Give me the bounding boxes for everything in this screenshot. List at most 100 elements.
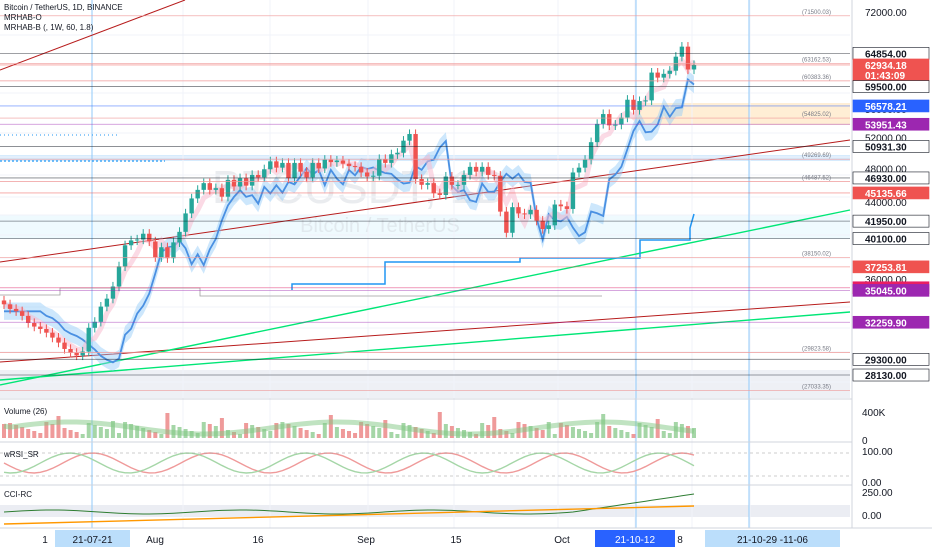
indicator-mrhab-o-label[interactable]: MRHAB-O — [4, 13, 42, 22]
price-label-bg-7 — [852, 186, 930, 200]
volume-bar-106 — [643, 425, 648, 438]
volume-bar-81 — [492, 417, 497, 438]
volume-scale-max: 400K — [862, 408, 886, 419]
symbol-title[interactable]: Bitcoin / TetherUS, 1D, BINANCE — [4, 3, 123, 12]
price-label-bg-2 — [852, 80, 930, 93]
candle-body-53 — [322, 159, 327, 169]
level-annotation-8: (27033.35) — [802, 384, 831, 390]
candle-body-0 — [1, 300, 7, 305]
time-highlight-0: 21-07-21 — [72, 535, 112, 546]
price-tick-0: 72000.00 — [865, 8, 907, 19]
price-label-13: 32259.90 — [865, 318, 907, 329]
cci-zone — [0, 505, 850, 517]
volume-bar-96 — [583, 431, 588, 438]
candle-body-22 — [134, 239, 140, 241]
candle-body-77 — [467, 166, 473, 175]
candle-body-47 — [286, 162, 291, 179]
candle-body-82 — [498, 175, 503, 212]
volume-pane-title[interactable]: Volume (26) — [4, 407, 48, 416]
candle-body-39 — [237, 178, 243, 187]
volume-bar-63 — [383, 420, 388, 438]
price-candles — [1, 42, 697, 361]
volume-bar-12 — [74, 432, 79, 438]
price-label-9: 40100.00 — [865, 235, 907, 246]
candle-body-19 — [116, 266, 122, 287]
candle-body-91 — [552, 204, 557, 226]
volume-bar-67 — [407, 425, 412, 438]
volume-bar-55 — [334, 427, 339, 438]
volume-bar-27 — [165, 413, 170, 438]
volume-bar-101 — [613, 428, 618, 438]
candle-body-89 — [540, 220, 545, 230]
candle-body-13 — [80, 351, 85, 356]
candle-body-48 — [292, 162, 297, 179]
candle-body-38 — [231, 179, 237, 187]
price-label-countdown: 01:43:09 — [865, 71, 905, 82]
candle-body-23 — [141, 233, 146, 240]
indicator-mrhab-b-label[interactable]: MRHAB-B (, 1W, 60, 1.8) — [4, 23, 94, 32]
volume-bar-19 — [117, 433, 121, 438]
candle-body-114 — [691, 64, 697, 70]
watermark-name: Bitcoin / TetherUS — [300, 215, 460, 237]
time-axis: 1 Aug 16 Sep 15 Oct 8 21-07-21 21-10-12 21-10-29 … — [0, 527, 932, 550]
volume-bar-9 — [56, 416, 61, 438]
candle-body-106 — [643, 100, 648, 102]
cci-line — [3, 493, 695, 515]
volume-bar-18 — [110, 421, 115, 438]
price-label-1: 62934.18 — [865, 61, 907, 72]
time-tick-1: Aug — [146, 535, 164, 546]
candle-body-113 — [685, 46, 691, 70]
candle-body-84 — [510, 207, 515, 233]
candle-body-90 — [546, 225, 551, 230]
price-label-bg-5 — [852, 140, 930, 153]
cci-scale-zero: 0.00 — [862, 511, 882, 522]
level-annotation-0: (71500.03) — [802, 10, 831, 16]
time-highlight-bg-0 — [55, 530, 130, 547]
candle-body-3 — [19, 311, 25, 316]
candle-body-74 — [449, 176, 455, 185]
time-tick-6: 8 — [677, 535, 683, 546]
candle-body-85 — [516, 207, 521, 214]
candle-body-26 — [159, 247, 164, 258]
price-label-bg-4 — [852, 117, 930, 131]
volume-bar-16 — [98, 427, 103, 438]
volume-bar-44 — [268, 431, 273, 438]
volume-bar-6 — [38, 433, 43, 438]
price-label-14: 29300.00 — [865, 355, 907, 366]
volume-bar-89 — [540, 430, 545, 438]
level-annotation-6: (38150.02) — [802, 252, 831, 258]
price-label-bg-6 — [852, 171, 930, 185]
price-label-bg-13 — [852, 315, 930, 329]
candle-body-32 — [195, 189, 200, 199]
volume-bar-23 — [141, 428, 146, 438]
volume-bar-102 — [619, 430, 624, 438]
candle-body-83 — [504, 211, 509, 233]
candle-body-112 — [679, 46, 685, 57]
candle-body-105 — [637, 101, 642, 110]
time-tick-3: Sep — [357, 535, 375, 546]
candle-body-60 — [364, 172, 370, 177]
volume-bar-97 — [589, 433, 594, 438]
wrsi-pane-title[interactable]: wRSI_SR — [4, 450, 39, 459]
candle-body-31 — [189, 198, 194, 214]
cci-pane-title[interactable]: CCI-RC — [4, 490, 32, 499]
volume-bar-69 — [419, 429, 424, 438]
price-axis: 72000.0064000.0056000.0052000.0048000.00… — [851, 0, 932, 528]
candle-body-44 — [268, 161, 273, 170]
price-tick-7: 36000.00 — [865, 275, 907, 286]
candle-body-61 — [371, 175, 376, 177]
price-label-4: 53951.43 — [865, 120, 907, 131]
volume-bar-21 — [129, 424, 134, 438]
time-highlight-bg-2 — [705, 530, 840, 547]
candle-body-65 — [395, 152, 400, 155]
volume-bar-88 — [534, 428, 539, 438]
volume-bar-20 — [123, 422, 128, 438]
volume-bar-87 — [528, 426, 533, 438]
volume-bar-34 — [207, 424, 212, 438]
trendline-green-flat — [0, 311, 851, 381]
candle-body-110 — [667, 70, 672, 74]
wrsi-scale-max: 100.00 — [862, 447, 893, 458]
price-label-12: 35045.00 — [865, 286, 907, 297]
